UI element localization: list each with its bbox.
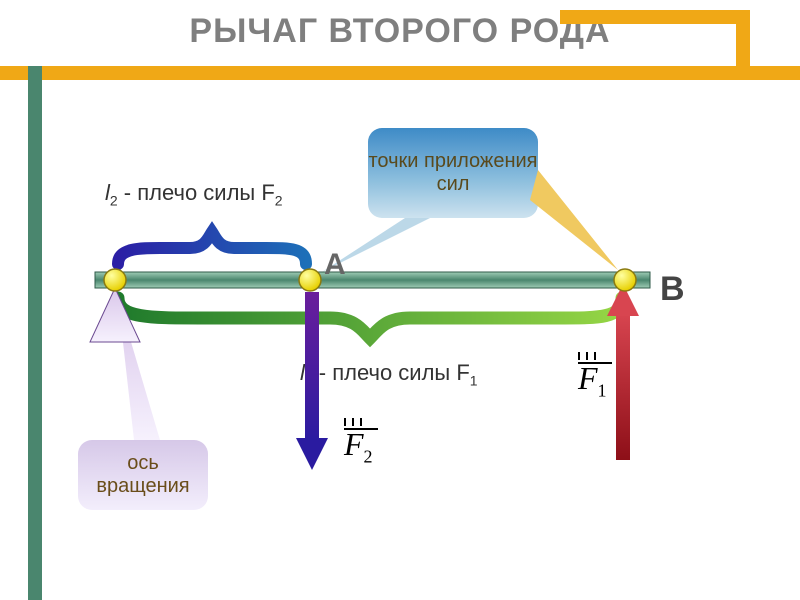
point-b-label: В (660, 270, 685, 308)
f2-sub: 2 (364, 446, 373, 466)
brace-l2 (118, 232, 306, 264)
f1-vector-label: F1 (578, 352, 612, 401)
f1-sub: 1 (598, 380, 607, 400)
f2-symbol: F (344, 426, 364, 462)
callout-pointer-b (530, 170, 618, 270)
fulcrum-point (104, 269, 126, 291)
point-b (614, 269, 636, 291)
f2-vector-label: F2 (344, 418, 378, 467)
point-a-label: А (324, 248, 346, 281)
brace-l1 (118, 298, 622, 338)
f1-symbol: F (578, 360, 598, 396)
point-a (299, 269, 321, 291)
lever-diagram: А В (0, 0, 800, 600)
lever-bar (95, 272, 650, 288)
